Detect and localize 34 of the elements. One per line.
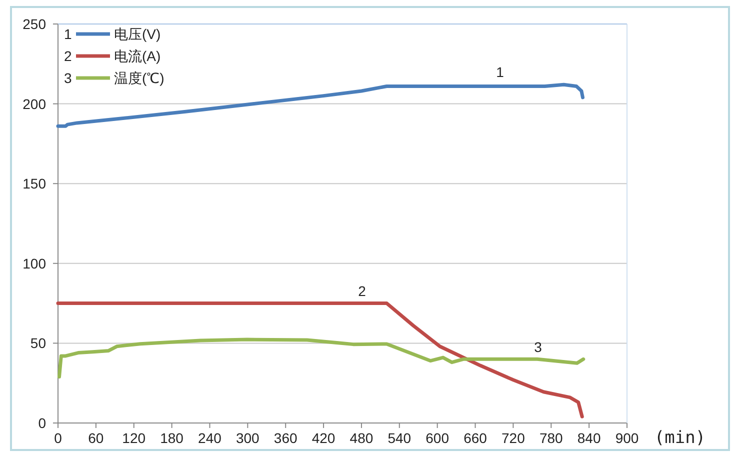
legend-label: 温度(℃) xyxy=(114,70,164,86)
y-tick-label: 100 xyxy=(22,255,46,272)
annotation: 1 xyxy=(496,64,504,80)
legend-label: 电压(V) xyxy=(114,26,161,42)
annotation: 3 xyxy=(534,339,542,355)
legend-label: 电流(A) xyxy=(114,48,161,64)
text: 2 xyxy=(64,48,72,64)
y-tick-label: 150 xyxy=(22,176,46,192)
x-tick-label: 300 xyxy=(236,430,260,446)
y-tick-label: 0 xyxy=(38,415,46,431)
x-tick-label: 420 xyxy=(312,430,336,446)
x-tick-label: 360 xyxy=(274,430,298,446)
line-series xyxy=(56,302,584,418)
annotation: 2 xyxy=(358,283,366,299)
y-tick-label: 250 xyxy=(22,16,46,32)
x-tick-label: 240 xyxy=(198,430,222,446)
x-tick-label: 60 xyxy=(88,430,104,446)
x-tick-label: 720 xyxy=(502,430,526,446)
x-tick-label: 600 xyxy=(426,430,450,446)
x-tick-label: 900 xyxy=(615,430,639,446)
y-tick-label: 200 xyxy=(22,96,46,112)
x-axis-title: (min) xyxy=(654,428,706,448)
text: 3 xyxy=(64,70,72,86)
x-tick-label: 180 xyxy=(160,430,184,446)
x-tick-label: 840 xyxy=(577,430,601,446)
x-tick-label: 540 xyxy=(388,430,412,446)
x-tick-label: 780 xyxy=(539,430,564,446)
x-tick-label: 660 xyxy=(464,430,488,446)
y-tick-label: 50 xyxy=(30,335,46,352)
x-tick-label: 480 xyxy=(350,430,374,446)
x-tick-label: 120 xyxy=(122,430,146,446)
x-tick-label: 0 xyxy=(54,430,62,446)
text: 1 xyxy=(64,26,72,42)
line-series xyxy=(58,338,586,378)
